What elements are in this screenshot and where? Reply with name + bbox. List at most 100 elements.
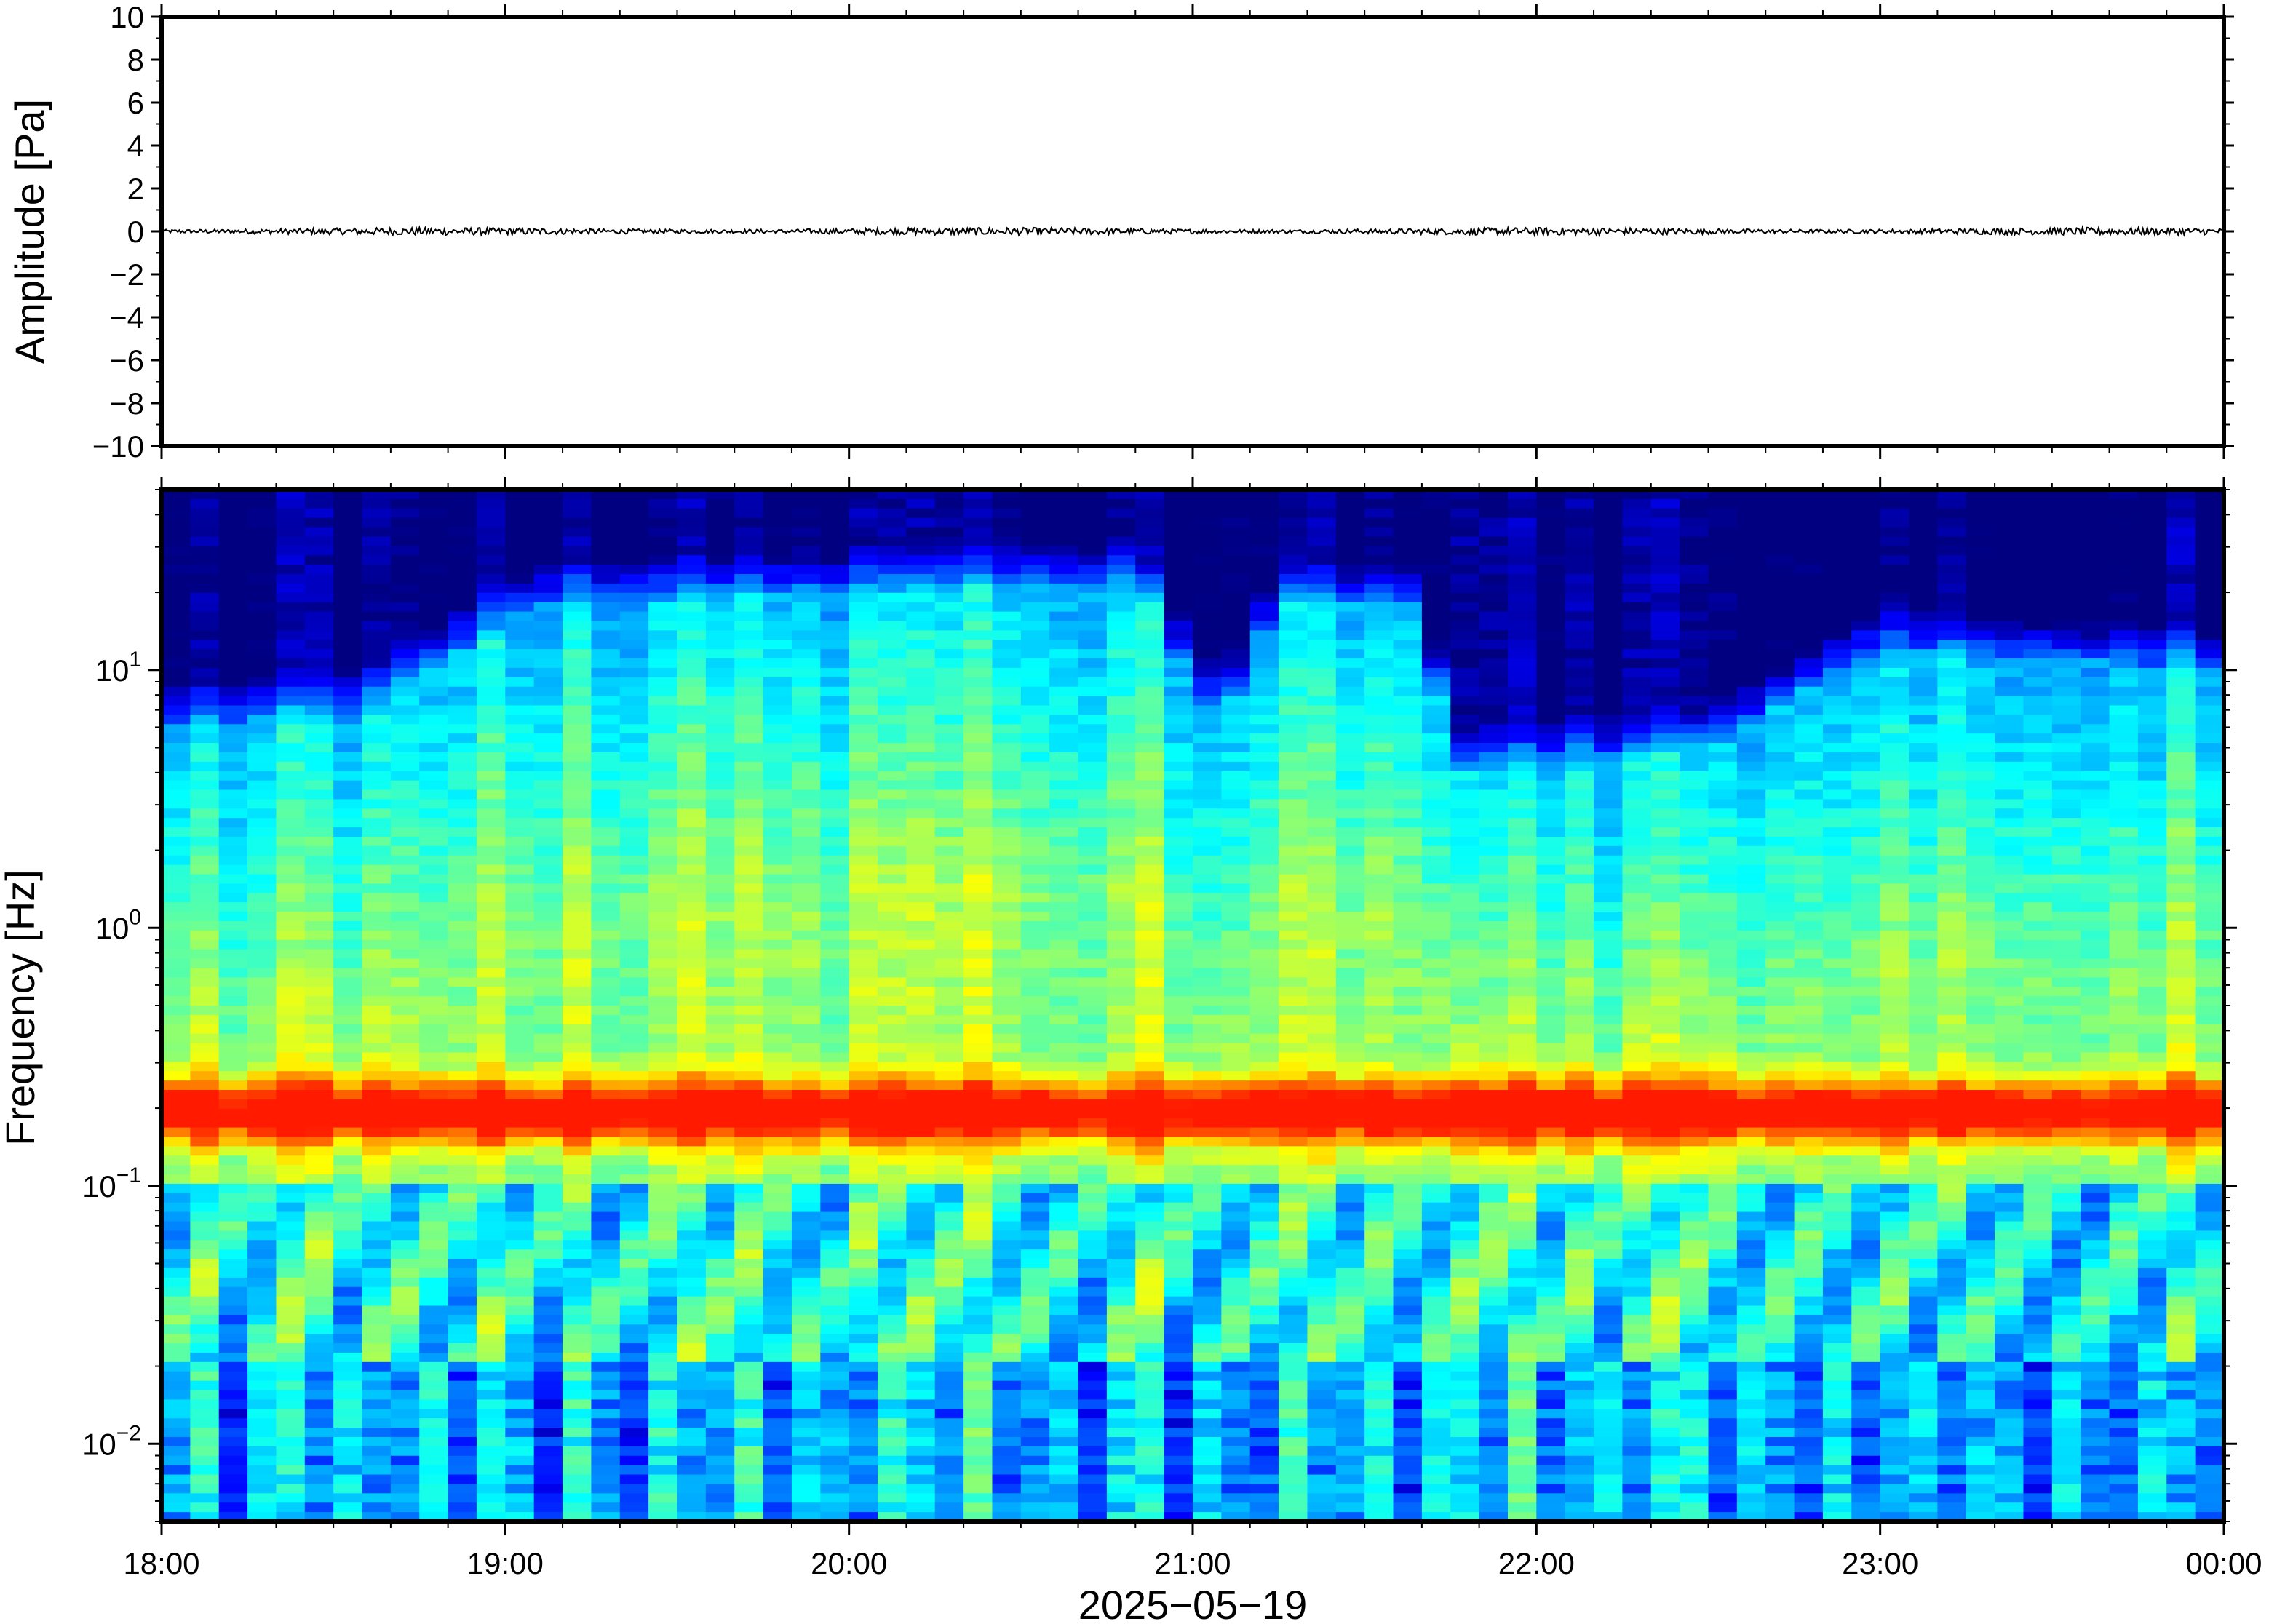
spectrogram-cell (763, 1240, 792, 1250)
spectrogram-cell (963, 1183, 993, 1194)
spectrogram-cell (1364, 1361, 1394, 1372)
spectrogram-cell (648, 1052, 678, 1063)
spectrogram-cell (1249, 1006, 1279, 1016)
spectrogram-cell (1249, 527, 1279, 538)
spectrogram-cell (505, 517, 535, 528)
spectrogram-cell (1020, 1080, 1050, 1091)
spectrogram-cell (1193, 845, 1223, 856)
spectrogram-cell (533, 1305, 563, 1316)
spectrogram-cell (476, 686, 506, 697)
spectrogram-cell (218, 658, 248, 669)
spectrogram-cell (934, 677, 964, 688)
spectrogram-cell (992, 630, 1022, 641)
spectrogram-cell (476, 1165, 506, 1175)
spectrogram-cell (362, 1014, 392, 1025)
spectrogram-cell (333, 1418, 363, 1428)
spectrogram-cell (763, 1465, 792, 1476)
spectrogram-cell (934, 1352, 964, 1363)
spectrogram-cell (1221, 1080, 1251, 1091)
spectrogram-cell (362, 1118, 392, 1129)
spectrogram-cell (619, 1006, 649, 1016)
spectrogram-cell (276, 1108, 306, 1119)
spectrogram-cell (705, 968, 736, 979)
spectrogram-cell (563, 490, 592, 500)
spectrogram-cell (763, 1418, 792, 1428)
spectrogram-cell (1249, 733, 1279, 744)
spectrogram-cell (791, 705, 822, 716)
spectrogram-cell (1020, 1409, 1050, 1419)
spectrogram-cell (333, 724, 363, 734)
spectrogram-cell (791, 565, 822, 575)
spectrogram-cell (820, 1146, 850, 1157)
spectrogram-cell (763, 527, 792, 538)
spectrogram-cell (390, 1296, 421, 1307)
spectrogram-cell (763, 902, 792, 912)
spectrogram-cell (448, 527, 477, 538)
spectrogram-cell (1335, 1259, 1365, 1269)
spectrogram-cell (1135, 771, 1165, 781)
spectrogram-cell (849, 845, 878, 856)
spectrogram-cell (820, 1211, 850, 1222)
spectrogram-cell (849, 789, 878, 800)
spectrogram-cell (820, 761, 850, 772)
spectrogram-cell (505, 733, 535, 744)
spectrogram-cell (1078, 705, 1108, 716)
spectrogram-cell (934, 968, 964, 979)
spectrogram-cell (878, 930, 907, 941)
spectrogram-cell (333, 1296, 363, 1307)
spectrogram-cell (419, 893, 449, 903)
spectrogram-cell (1135, 602, 1165, 613)
spectrogram-cell (906, 602, 936, 613)
spectrogram-cell (734, 912, 764, 922)
spectrogram-cell (1364, 1193, 1394, 1203)
spectrogram-cell (1135, 574, 1165, 584)
spectrogram-cell (992, 1324, 1022, 1334)
spectrogram-cell (963, 667, 993, 678)
spectrogram-cell (705, 1033, 736, 1044)
spectrogram-cell (992, 1502, 1022, 1513)
spectrogram-cell (1335, 1052, 1365, 1063)
spectrogram-cell (1106, 808, 1137, 819)
spectrogram-cell (476, 630, 506, 641)
spectrogram-cell (190, 555, 220, 565)
spectrogram-cell (1106, 1380, 1137, 1391)
spectrogram-cell (218, 1493, 248, 1504)
spectrogram-cell (1135, 1118, 1165, 1129)
spectrogram-cell (505, 1267, 535, 1278)
spectrogram-cell (419, 1024, 449, 1035)
spectrogram-cell (1193, 864, 1223, 875)
spectrogram-cell (934, 1324, 964, 1334)
spectrogram-cell (1193, 1465, 1223, 1476)
spectrogram-cell (648, 1343, 678, 1353)
spectrogram-cell (619, 836, 649, 847)
spectrogram-cell (1193, 686, 1223, 697)
spectrogram-cell (763, 1118, 792, 1129)
spectrogram-cell (963, 1230, 993, 1241)
spectrogram-cell (734, 836, 764, 847)
spectrogram-cell (1335, 1484, 1365, 1494)
spectrogram-cell (218, 1155, 248, 1166)
spectrogram-cell (1049, 1277, 1079, 1288)
spectrogram-cell (992, 611, 1022, 622)
spectrogram-cell (1020, 1108, 1050, 1119)
spectrogram-cell (563, 1371, 592, 1382)
spectrogram-cell (533, 649, 563, 659)
spectrogram-cell (419, 808, 449, 819)
spectrogram-cell (1249, 1062, 1279, 1072)
spectrogram-cell (849, 1380, 878, 1391)
spectrogram-cell (190, 1108, 220, 1119)
spectrogram-cell (1020, 780, 1050, 791)
spectrogram-cell (1020, 667, 1050, 678)
spectrogram-cell (648, 883, 678, 894)
spectrogram-cell (963, 827, 993, 837)
spectrogram-cell (1193, 705, 1223, 716)
spectrogram-cell (791, 761, 822, 772)
spectrogram-cell (304, 912, 334, 922)
spectrogram-cell (734, 799, 764, 810)
spectrogram-cell (448, 1446, 477, 1457)
spectrogram-cell (247, 1474, 277, 1485)
spectrogram-cell (1078, 789, 1108, 800)
spectrogram-cell (162, 621, 191, 632)
spectrogram-cell (304, 1137, 334, 1147)
spectrogram-cell (448, 855, 477, 866)
